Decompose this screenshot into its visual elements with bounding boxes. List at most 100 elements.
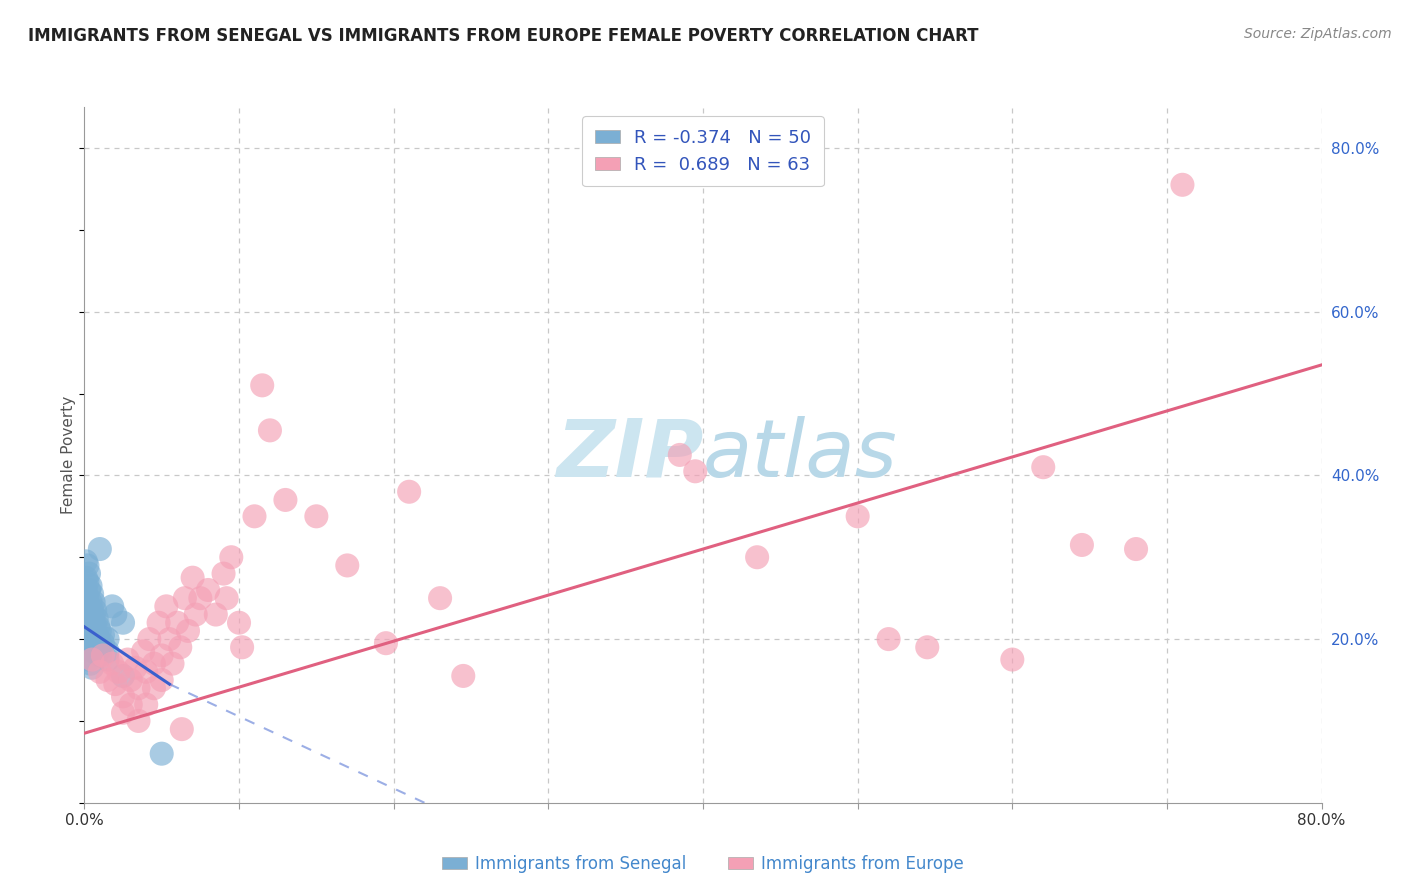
Point	[87, 632, 110, 646]
Point	[84, 636, 107, 650]
Point	[86, 628, 108, 642]
Point	[83, 628, 105, 642]
Point	[87, 620, 110, 634]
Point	[112, 669, 135, 683]
Point	[97, 652, 120, 666]
Point	[148, 615, 170, 630]
Point	[135, 698, 157, 712]
Point	[83, 595, 105, 609]
Point	[128, 681, 150, 696]
Point	[669, 448, 692, 462]
Point	[747, 550, 769, 565]
Point	[143, 681, 166, 696]
Y-axis label: Female Poverty: Female Poverty	[60, 396, 76, 514]
Point	[221, 550, 243, 565]
Point	[143, 657, 166, 671]
Text: Source: ZipAtlas.com: Source: ZipAtlas.com	[1244, 27, 1392, 41]
Point	[170, 722, 193, 736]
Point	[79, 579, 101, 593]
Point	[91, 648, 114, 663]
Point	[138, 632, 160, 646]
Point	[120, 698, 142, 712]
Point	[128, 714, 150, 728]
Point	[166, 615, 188, 630]
Point	[89, 665, 111, 679]
Point	[1125, 542, 1147, 557]
Point	[243, 509, 266, 524]
Point	[453, 669, 475, 683]
Point	[86, 612, 108, 626]
Point	[97, 632, 120, 646]
Text: IMMIGRANTS FROM SENEGAL VS IMMIGRANTS FROM EUROPE FEMALE POVERTY CORRELATION CHA: IMMIGRANTS FROM SENEGAL VS IMMIGRANTS FR…	[28, 27, 979, 45]
Point	[107, 665, 129, 679]
Point	[259, 423, 281, 437]
Point	[82, 652, 104, 666]
Point	[117, 652, 139, 666]
Point	[77, 566, 100, 581]
Point	[76, 574, 98, 589]
Point	[197, 582, 219, 597]
Point	[77, 632, 100, 646]
Point	[124, 661, 146, 675]
Legend: Immigrants from Senegal, Immigrants from Europe: Immigrants from Senegal, Immigrants from…	[436, 848, 970, 880]
Point	[132, 644, 155, 658]
Point	[97, 644, 120, 658]
Point	[177, 624, 200, 638]
Point	[77, 652, 100, 666]
Point	[89, 624, 111, 638]
Point	[77, 582, 100, 597]
Point	[84, 620, 107, 634]
Point	[685, 464, 707, 478]
Point	[101, 657, 124, 671]
Point	[398, 484, 420, 499]
Point	[101, 599, 124, 614]
Point	[305, 509, 328, 524]
Point	[1071, 538, 1094, 552]
Point	[1171, 178, 1194, 192]
Point	[150, 648, 173, 663]
Point	[84, 603, 107, 617]
Point	[429, 591, 451, 606]
Point	[82, 587, 104, 601]
Point	[97, 673, 120, 687]
Point	[89, 648, 111, 663]
Point	[89, 636, 111, 650]
Point	[877, 632, 900, 646]
Text: ZIP: ZIP	[555, 416, 703, 494]
Point	[75, 582, 97, 597]
Point	[155, 599, 177, 614]
Point	[75, 571, 97, 585]
Point	[162, 657, 184, 671]
Point	[79, 657, 101, 671]
Point	[77, 615, 100, 630]
Text: atlas: atlas	[703, 416, 898, 494]
Point	[86, 644, 108, 658]
Point	[82, 603, 104, 617]
Point	[82, 636, 104, 650]
Point	[82, 620, 104, 634]
Point	[91, 628, 114, 642]
Point	[159, 632, 181, 646]
Point	[274, 492, 297, 507]
Point	[135, 665, 157, 679]
Point	[188, 591, 212, 606]
Point	[150, 673, 173, 687]
Point	[150, 747, 173, 761]
Point	[76, 607, 98, 622]
Point	[231, 640, 253, 655]
Point	[212, 566, 235, 581]
Point	[336, 558, 359, 573]
Point	[82, 661, 104, 675]
Point	[76, 558, 98, 573]
Point	[1032, 460, 1054, 475]
Point	[205, 607, 228, 622]
Point	[89, 542, 111, 557]
Point	[112, 706, 135, 720]
Point	[104, 677, 127, 691]
Point	[87, 644, 110, 658]
Point	[79, 612, 101, 626]
Point	[252, 378, 274, 392]
Point	[104, 607, 127, 622]
Point	[846, 509, 869, 524]
Point	[83, 612, 105, 626]
